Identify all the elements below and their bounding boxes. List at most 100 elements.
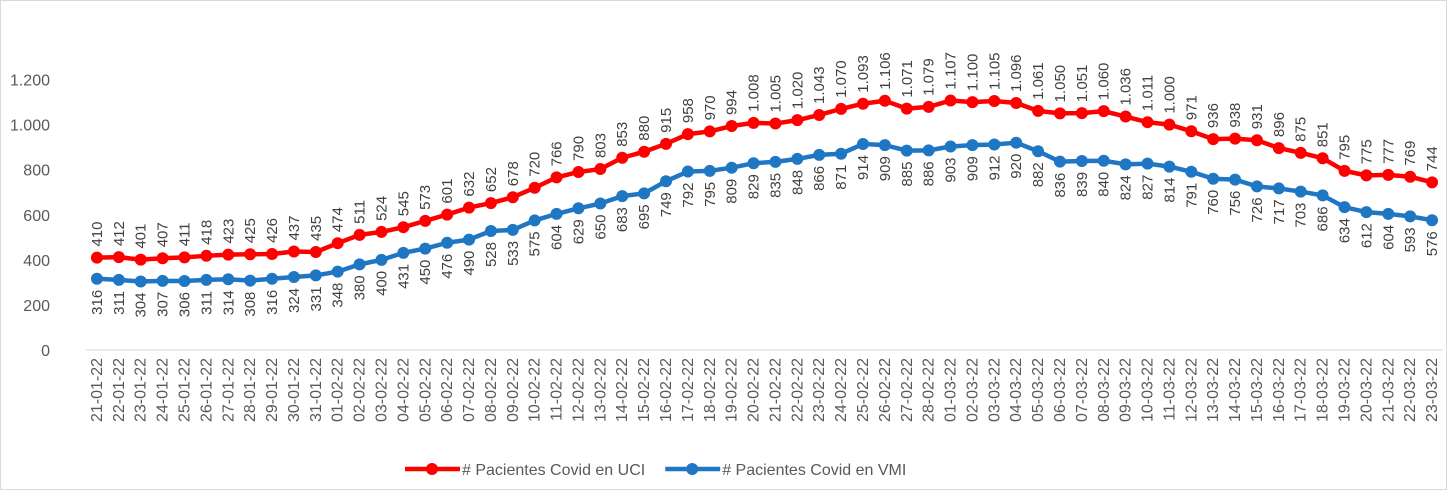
data-label: 437 (286, 215, 303, 240)
x-tick-label: 23-02-22 (811, 358, 828, 422)
data-point (835, 147, 848, 160)
data-point (1053, 107, 1066, 120)
data-label: 629 (570, 219, 587, 244)
data-label: 803 (592, 133, 609, 158)
data-point (856, 138, 869, 151)
data-point (419, 242, 432, 255)
data-label: 511 (352, 200, 369, 224)
x-tick-label: 19-03-22 (1337, 358, 1354, 422)
data-label: 426 (264, 218, 281, 243)
data-point (572, 165, 585, 178)
data-label: 880 (636, 116, 653, 141)
data-point (309, 245, 322, 258)
x-tick-label: 09-02-22 (505, 358, 522, 422)
x-tick-label: 25-01-22 (176, 358, 193, 422)
data-label: 886 (921, 161, 938, 186)
data-label: 835 (767, 173, 784, 198)
data-point (1316, 152, 1329, 165)
x-tick-label: 21-02-22 (767, 358, 784, 422)
data-point (1141, 116, 1154, 129)
x-tick-label: 22-02-22 (789, 358, 806, 422)
legend-label: # Pacientes Covid en VMI (722, 462, 906, 479)
data-label: 314 (220, 290, 237, 315)
data-label: 848 (789, 170, 806, 195)
data-label: 777 (1380, 139, 1397, 164)
data-label: 1.043 (811, 66, 828, 104)
data-label: 612 (1358, 223, 1375, 248)
data-label: 576 (1424, 231, 1441, 256)
data-point (835, 102, 848, 115)
data-label: 1.005 (767, 75, 784, 113)
data-point (331, 265, 344, 278)
data-point (1382, 207, 1395, 220)
data-label: 836 (1052, 173, 1069, 198)
data-label: 575 (527, 231, 544, 256)
data-label: 604 (549, 225, 566, 250)
data-point (1250, 134, 1263, 147)
data-point (616, 190, 629, 203)
x-tick-label: 04-03-22 (1008, 358, 1025, 422)
x-tick-label: 11-02-22 (549, 358, 566, 421)
y-tick-label: 1.000 (10, 118, 50, 135)
data-point (1294, 185, 1307, 198)
data-label: 1.105 (986, 52, 1003, 90)
data-point (244, 274, 257, 287)
data-label: 909 (964, 156, 981, 181)
x-tick-label: 27-01-22 (220, 358, 237, 422)
data-point (747, 157, 760, 170)
data-point (769, 117, 782, 130)
data-point (638, 187, 651, 200)
data-point (1010, 97, 1023, 110)
data-label: 652 (483, 167, 500, 192)
x-tick-label: 11-03-22 (1161, 358, 1178, 421)
data-point (550, 207, 563, 220)
data-point (900, 102, 913, 115)
legend-label: # Pacientes Covid en UCI (462, 462, 645, 479)
x-tick-label: 30-01-22 (286, 358, 303, 422)
data-label: 875 (1293, 117, 1310, 142)
data-label: 331 (308, 286, 325, 311)
x-tick-label: 03-03-22 (986, 358, 1003, 422)
data-point (1185, 165, 1198, 178)
data-label: 308 (242, 292, 259, 317)
y-tick-label: 0 (41, 343, 50, 360)
x-tick-label: 24-02-22 (833, 358, 850, 422)
data-label: 1.107 (943, 52, 960, 90)
x-tick-label: 17-02-22 (680, 358, 697, 422)
data-label: 760 (1205, 190, 1222, 215)
x-tick-label: 01-02-22 (330, 358, 347, 422)
data-point (1382, 168, 1395, 181)
data-point (397, 221, 410, 234)
data-label: 936 (1205, 103, 1222, 128)
data-point (1272, 142, 1285, 155)
data-point (375, 225, 388, 238)
data-label: 348 (330, 283, 347, 308)
y-tick-label: 400 (23, 253, 50, 270)
data-label: 425 (242, 218, 259, 243)
data-label: 896 (1271, 112, 1288, 137)
data-point (769, 155, 782, 168)
data-point (1250, 180, 1263, 193)
data-label: 410 (89, 222, 106, 247)
data-point (922, 144, 935, 157)
x-tick-label: 20-03-22 (1358, 358, 1375, 422)
data-point (222, 273, 235, 286)
data-point (441, 208, 454, 221)
data-point (200, 273, 213, 286)
data-label: 311 (111, 291, 128, 315)
data-label: 853 (614, 122, 631, 147)
data-point (660, 137, 673, 150)
data-label: 573 (417, 185, 434, 210)
data-label: 766 (549, 141, 566, 166)
data-label: 839 (1074, 172, 1091, 197)
x-tick-label: 23-03-22 (1424, 358, 1441, 422)
data-point (156, 274, 169, 287)
data-point (463, 233, 476, 246)
data-label: 1.070 (833, 60, 850, 98)
data-point (506, 191, 519, 204)
x-tick-label: 28-02-22 (921, 358, 938, 422)
data-label: 316 (89, 290, 106, 315)
x-tick-label: 22-01-22 (111, 358, 128, 422)
data-point (966, 96, 979, 109)
